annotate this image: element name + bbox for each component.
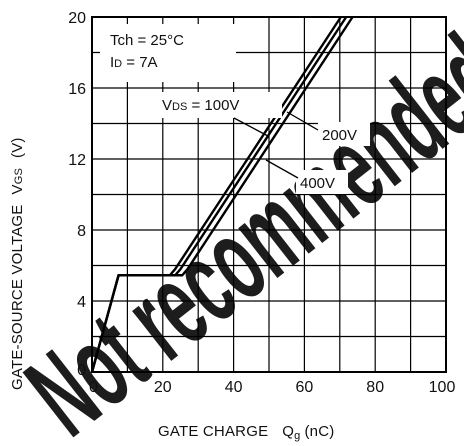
series-line-2 — [90, 16, 354, 373]
plot-frame — [91, 16, 447, 373]
x-tick-label: 60 — [296, 379, 314, 396]
leader-200v — [286, 111, 319, 131]
y-tick-label: 12 — [68, 152, 86, 169]
x-axis-title: GATE CHARGE Qg (nC) — [158, 423, 334, 442]
x-tick-label: 40 — [225, 379, 243, 396]
y-axis-title: GATE-SOURCE VOLTAGEVGS(V) — [9, 137, 26, 390]
series-label-400v: 400V — [300, 175, 335, 192]
series-label-bg-100v — [156, 92, 282, 118]
conditions-box — [100, 24, 236, 82]
series-label-100v: VDS = 100V — [162, 97, 239, 114]
x-tick-label: 80 — [366, 379, 384, 396]
x-tick-label: 0 — [89, 379, 98, 396]
y-tick-label: 20 — [68, 10, 86, 27]
leader-100v — [233, 117, 269, 137]
y-tick-label: 4 — [77, 294, 86, 311]
x-tick-label: 100 — [429, 379, 456, 396]
y-tick-label: 8 — [77, 223, 86, 240]
series-label-bg-400v — [296, 170, 348, 194]
condition-temperature: Tch = 25°C — [110, 32, 184, 49]
y-tick-label: 0 — [77, 362, 86, 379]
x-tick-labels: 0 20 40 60 80 100 — [89, 379, 455, 396]
y-tick-label: 16 — [68, 81, 86, 98]
series-label-bg-200v — [318, 122, 370, 146]
x-tick-label: 20 — [154, 379, 172, 396]
curves — [90, 16, 354, 373]
y-tick-labels: 0 4 8 12 16 20 — [68, 10, 86, 379]
series-label-200v: 200V — [322, 127, 357, 144]
leader-400v — [265, 159, 299, 179]
condition-drain-current: ID = 7A — [110, 54, 158, 71]
